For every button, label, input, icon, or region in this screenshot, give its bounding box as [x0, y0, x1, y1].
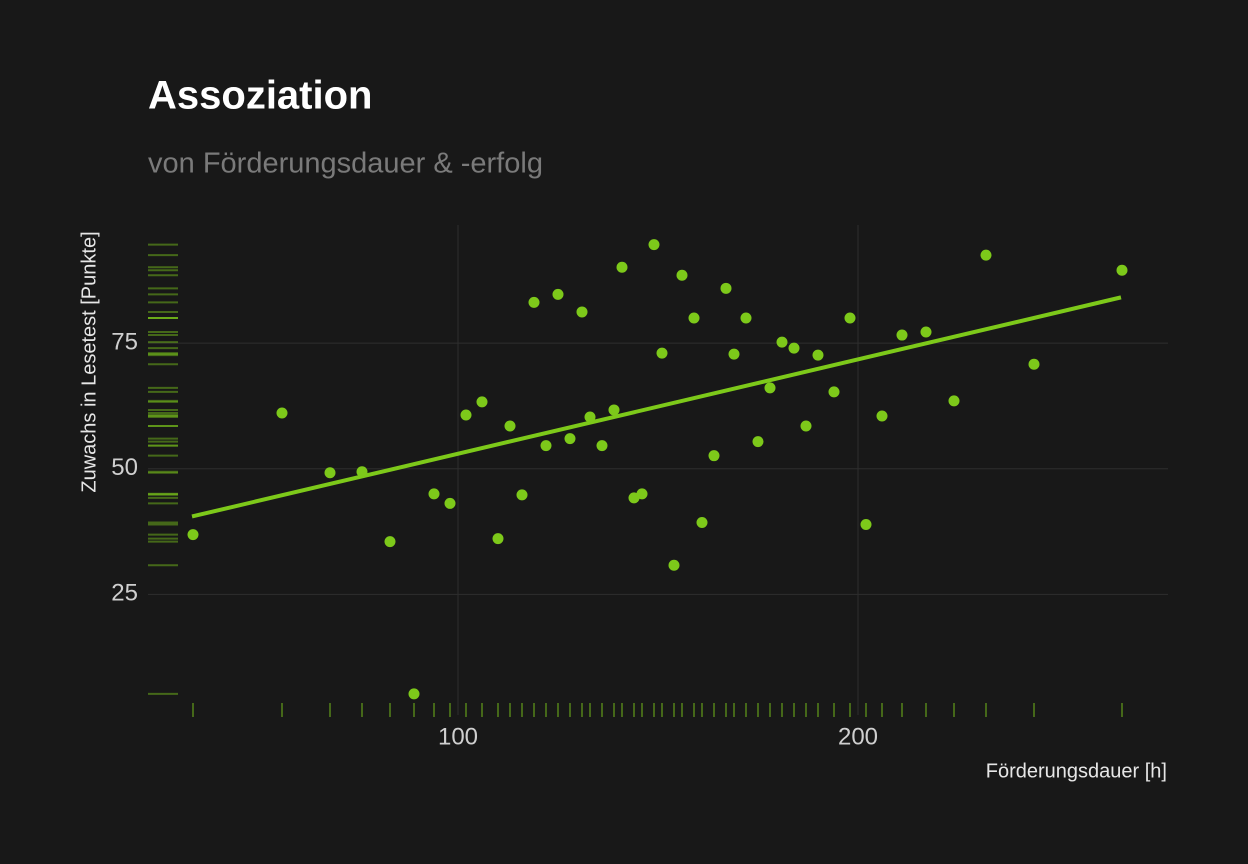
point	[752, 436, 764, 448]
point	[1028, 358, 1040, 370]
point	[696, 517, 708, 529]
point	[356, 466, 368, 478]
point	[800, 420, 812, 432]
point	[540, 440, 552, 452]
point	[720, 282, 732, 294]
x-tick-label: 200	[838, 723, 878, 750]
point	[516, 489, 528, 501]
point	[844, 312, 856, 324]
chart-subtitle: von Förderungsdauer & -erfolg	[148, 148, 543, 180]
point	[504, 420, 516, 432]
point	[708, 450, 720, 462]
point	[584, 411, 596, 423]
y-tick-label: 50	[111, 454, 138, 481]
point	[980, 249, 992, 261]
point	[596, 440, 608, 452]
point	[728, 348, 740, 360]
y-tick-label: 25	[111, 580, 138, 607]
point	[636, 488, 648, 500]
point	[552, 288, 564, 300]
point	[608, 404, 620, 416]
point	[428, 488, 440, 500]
point	[776, 336, 788, 348]
y-tick-label: 75	[111, 328, 138, 355]
point	[576, 306, 588, 318]
point	[876, 410, 888, 422]
trend-line	[191, 295, 1122, 519]
point	[764, 382, 776, 394]
point	[740, 312, 752, 324]
point	[828, 386, 840, 398]
point	[948, 395, 960, 407]
point	[408, 688, 420, 700]
x-axis-label: Förderungsdauer [h]	[986, 760, 1167, 782]
point	[528, 296, 540, 308]
point	[564, 433, 576, 445]
point	[788, 342, 800, 354]
x-tick-label: 100	[438, 723, 478, 750]
point	[656, 347, 668, 359]
point	[648, 239, 660, 251]
chart-title: Assoziation	[148, 74, 372, 118]
point	[187, 529, 199, 541]
point	[460, 409, 472, 421]
point	[688, 312, 700, 324]
point	[1116, 264, 1128, 276]
point	[384, 536, 396, 548]
point	[920, 326, 932, 338]
point	[676, 269, 688, 281]
point	[276, 407, 288, 419]
point	[476, 396, 488, 408]
point	[896, 329, 908, 341]
point	[668, 559, 680, 571]
point	[860, 519, 872, 531]
point	[324, 467, 336, 479]
point	[492, 533, 504, 545]
point	[444, 497, 456, 509]
y-axis-label: Zuwachs in Lesetest [Punkte]	[78, 231, 100, 492]
point	[616, 261, 628, 273]
point	[812, 349, 824, 361]
